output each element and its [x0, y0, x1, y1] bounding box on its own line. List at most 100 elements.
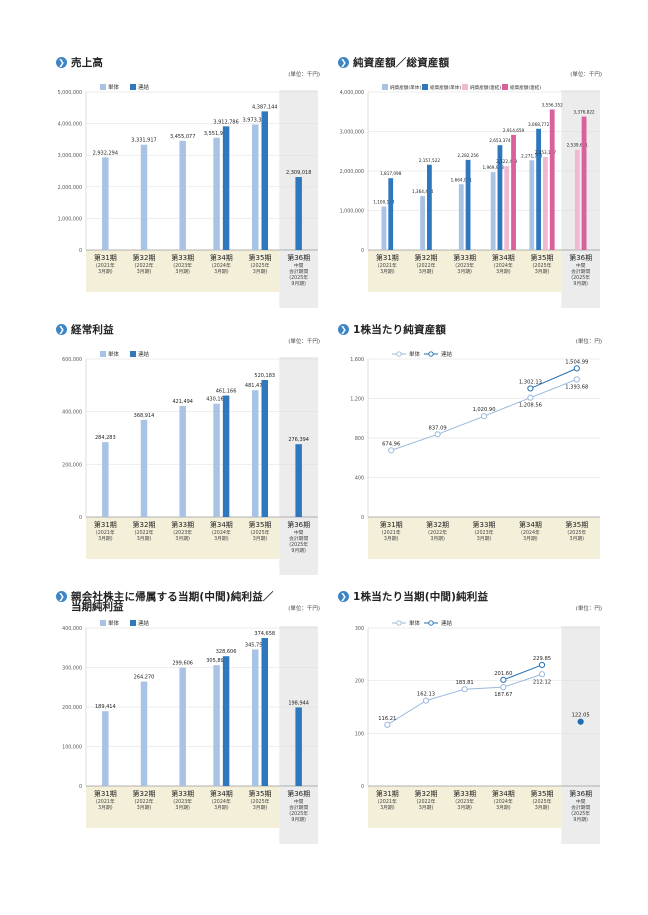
data-label: 3,376,822 [573, 110, 595, 115]
bar [213, 665, 220, 786]
bar [581, 116, 587, 250]
data-label: 368,914 [134, 413, 155, 419]
category-band [368, 517, 600, 559]
data-label: 189,414 [95, 704, 116, 710]
x-tick-sublabel: (2025年 [251, 262, 270, 269]
data-label: 1,020.90 [472, 407, 495, 413]
x-tick-sublabel: 9月期) [573, 817, 588, 823]
x-tick-sublabel: 会計期間 [289, 268, 308, 275]
x-tick-sublabel: (2025年 [533, 262, 552, 269]
chart-net-assets: 0 1,000,000 2,000,000 3,000,000 4,000,000 純資産… [340, 84, 600, 308]
data-label: 2,122,479 [496, 159, 518, 164]
x-tick-sublabel: 3月期) [175, 536, 190, 542]
y-tick-label: 200 [355, 679, 364, 685]
y-tick-label: 400,000 [62, 410, 82, 416]
x-tick-label: 第36期 [569, 789, 592, 798]
data-label: 3,912,786 [213, 119, 238, 125]
panel-title-text: 経常利益 [71, 324, 114, 336]
data-label: 305,896 [206, 658, 227, 664]
bar [261, 638, 268, 786]
bar [252, 390, 259, 517]
data-label: 1,100,184 [373, 200, 395, 205]
data-label: 1,364,454 [412, 189, 434, 194]
x-tick-label: 第34期 [210, 520, 233, 529]
data-label: 3,455,077 [170, 134, 195, 140]
legend-label: 単体 [108, 350, 120, 358]
x-tick-label: 第35期 [249, 253, 272, 262]
bar [252, 649, 259, 786]
y-tick-label: 2,000,000 [58, 185, 82, 191]
series-line [503, 673, 543, 688]
bar [543, 157, 548, 250]
bar [504, 166, 510, 250]
x-tick-sublabel: (2024年 [212, 262, 231, 269]
x-tick-label: 第36期 [287, 253, 310, 262]
bar [261, 111, 268, 251]
data-label: 2,353,127 [535, 150, 557, 155]
bar [140, 681, 148, 786]
x-tick-sublabel: 3月期) [380, 805, 395, 811]
data-label: 3,068,772 [528, 122, 550, 127]
x-tick-sublabel: (2022年 [417, 798, 436, 805]
panel-net-income: ❯ 親会社株主に帰属する当期(中間)純利益／ 当期純利益 (単位：千円) 0 100… [56, 586, 324, 854]
bar [222, 656, 230, 786]
bar [140, 419, 148, 517]
legend-label: 総資産額(連結) [510, 84, 541, 91]
data-label: 3,331,917 [131, 138, 156, 144]
data-label: 2,539,651 [567, 143, 589, 148]
x-tick-sublabel: 3月期) [523, 536, 538, 542]
legend-swatch [130, 84, 136, 90]
x-tick-sublabel: (2024年 [494, 798, 513, 805]
bar [179, 140, 186, 250]
point [461, 686, 468, 693]
category-band [368, 250, 562, 292]
data-label: 183.81 [456, 680, 474, 686]
x-tick-sublabel: 9月期) [291, 548, 306, 554]
x-tick-sublabel: (2025年 [533, 798, 552, 805]
data-label: 1,208.56 [519, 403, 542, 409]
x-tick-sublabel: (2021年 [96, 262, 115, 269]
x-tick-sublabel: (2021年 [96, 529, 115, 536]
point [500, 684, 507, 691]
x-tick-sublabel: 3月期) [137, 269, 152, 275]
legend-swatch [100, 351, 106, 357]
y-tick-label: 800 [355, 436, 364, 442]
point [573, 376, 580, 383]
x-tick-sublabel: 中間 [294, 262, 304, 269]
y-tick-label: 3,000,000 [58, 153, 82, 159]
y-tick-label: 1,000,000 [340, 209, 364, 215]
legend-swatch [382, 84, 388, 90]
panel-title-text: 1株当たり純資産額 [353, 324, 447, 336]
panel-title-text: 親会社株主に帰属する当期(中間)純利益／ [71, 591, 274, 603]
bar [427, 164, 432, 250]
panel-eps: ❯ 1株当たり当期(中間)純利益 (単位：円) 0 100 200 300 単体 連結 第31… [338, 586, 606, 844]
legend-label: 連結 [138, 350, 150, 358]
x-tick-label: 第32期 [133, 253, 156, 262]
interim-shade [561, 90, 600, 308]
unit-label: (単位：千円) [288, 72, 320, 78]
x-tick-sublabel: (2022年 [135, 798, 154, 805]
x-tick-label: 第34期 [492, 253, 515, 262]
data-label: 2,271,713 [521, 153, 543, 158]
x-tick-sublabel: 3月期) [384, 536, 399, 542]
x-tick-sublabel: (2022年 [428, 529, 447, 536]
panel-title-text: 純資産額／総資産額 [353, 57, 450, 69]
x-tick-sublabel: 3月期) [535, 805, 550, 811]
bar [261, 380, 268, 517]
data-label: 212.12 [533, 679, 551, 685]
chevron-right-icon: ❯ [338, 591, 349, 602]
x-tick-sublabel: (2025年 [289, 274, 308, 281]
x-tick-sublabel: 3月期) [419, 269, 434, 275]
data-label: 229.85 [533, 656, 551, 662]
y-tick-label: 0 [79, 248, 82, 254]
data-label: 674.96 [382, 441, 400, 447]
legend-label: 単体 [108, 619, 120, 627]
data-label: 1,302.13 [519, 379, 542, 385]
data-label: 162.13 [417, 692, 435, 698]
series-line [464, 686, 504, 690]
y-tick-label: 100 [355, 731, 364, 737]
x-tick-sublabel: 会計期間 [571, 804, 590, 811]
y-tick-label: 600,000 [62, 357, 82, 363]
x-tick-sublabel: 3月期) [496, 269, 511, 275]
